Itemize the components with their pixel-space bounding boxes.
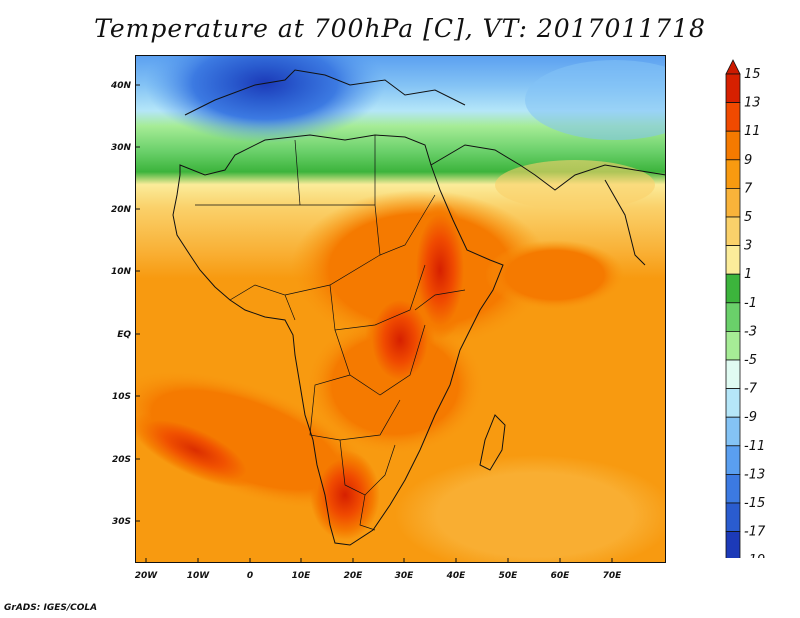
cold-core-east [525, 60, 666, 140]
hot-core-namibia [310, 450, 380, 540]
colorbar-swatch [725, 187, 741, 218]
colorbar-swatch [725, 130, 741, 161]
colorbar-label: -1 [744, 296, 757, 311]
lon-tick-label: 40E [446, 571, 467, 581]
axis-ticks [135, 84, 613, 563]
colorbar-swatch [725, 388, 741, 418]
colorbar-swatch [725, 531, 741, 558]
lat-tick-label: 20N [111, 205, 132, 215]
colorbar-swatch [725, 502, 741, 533]
lon-tick-label: 20W [135, 571, 159, 581]
colorbar-label: -19 [744, 553, 765, 558]
lon-tick-label: 0 [247, 571, 253, 581]
colorbar-label: -13 [744, 467, 765, 482]
colorbar-label: -7 [744, 382, 758, 397]
colorbar-label: 15 [744, 67, 761, 82]
mild-arabia [495, 160, 655, 210]
colorbar-swatch [725, 245, 741, 275]
coastlines [172, 69, 666, 546]
map-title: Temperature at 700hPa [C], VT: 201701171… [94, 14, 706, 43]
colorbar-label: 7 [744, 181, 753, 196]
colorbar-label: -9 [744, 410, 757, 425]
colorbar-label: 1 [744, 267, 752, 282]
lon-tick-label: 50E [499, 571, 519, 581]
colorbar-label: 5 [744, 210, 752, 225]
lat-tick-label: 30S [112, 517, 131, 527]
colorbar-label: -17 [744, 525, 766, 540]
colorbar-label: -5 [744, 353, 757, 368]
lat-tick-label: 10N [111, 267, 132, 277]
map-frame [135, 55, 666, 563]
colorbar-swatch [725, 473, 741, 504]
colorbar-label: -15 [744, 496, 765, 511]
colorbar: 15 13 11 9 7 5 3 1 -1 -3 -5 -7 -9 -11 -13 -15 -17 -19 [725, 59, 766, 558]
colorbar-label: 9 [744, 153, 752, 168]
colorbar-swatch [725, 445, 741, 475]
lat-tick-label: 10S [112, 392, 131, 402]
colorbar-swatch [725, 330, 741, 361]
lon-tick-label: 30E [395, 571, 415, 581]
hot-core-ethiopia [410, 200, 470, 340]
grads-credit: GrADS: IGES/COLA [4, 603, 98, 613]
colorbar-swatch [725, 359, 741, 390]
lat-tick-label: 30N [111, 143, 132, 153]
hot-core-southwest-atlantic [135, 412, 260, 488]
colorbar-label: 3 [744, 239, 752, 254]
lon-tick-label: 10E [292, 571, 312, 581]
mild-southeast [395, 455, 666, 563]
lat-tick-label: EQ [117, 330, 131, 340]
colorbar-swatch [725, 159, 741, 189]
colorbar-label: 11 [744, 124, 761, 139]
colorbar-swatch [725, 216, 741, 247]
lat-tick-label: 20S [112, 455, 131, 465]
colorbar-label: -3 [744, 324, 757, 339]
lon-tick-label: 70E [603, 571, 623, 581]
colorbar-swatch [725, 273, 741, 304]
colorbar-swatch [725, 73, 741, 104]
colorbar-label: -11 [744, 439, 765, 454]
lon-tick-label: 10W [187, 571, 211, 581]
borders [195, 135, 466, 531]
lon-tick-label: 20E [344, 571, 364, 581]
colorbar-label: 13 [744, 96, 761, 111]
colorbar-max-arrow [725, 59, 741, 75]
colorbar-swatch [725, 416, 741, 447]
colorbar-swatch [725, 102, 741, 132]
lat-tick-label: 40N [110, 81, 132, 91]
lon-tick-label: 60E [551, 571, 571, 581]
temperature-map [135, 55, 666, 563]
hot-core-great-lakes [365, 290, 435, 390]
warm-south-atlantic [135, 369, 378, 511]
colorbar-swatch [725, 302, 741, 332]
cold-core-mediterranean [145, 55, 385, 143]
warm-indian-ocean [485, 240, 625, 310]
